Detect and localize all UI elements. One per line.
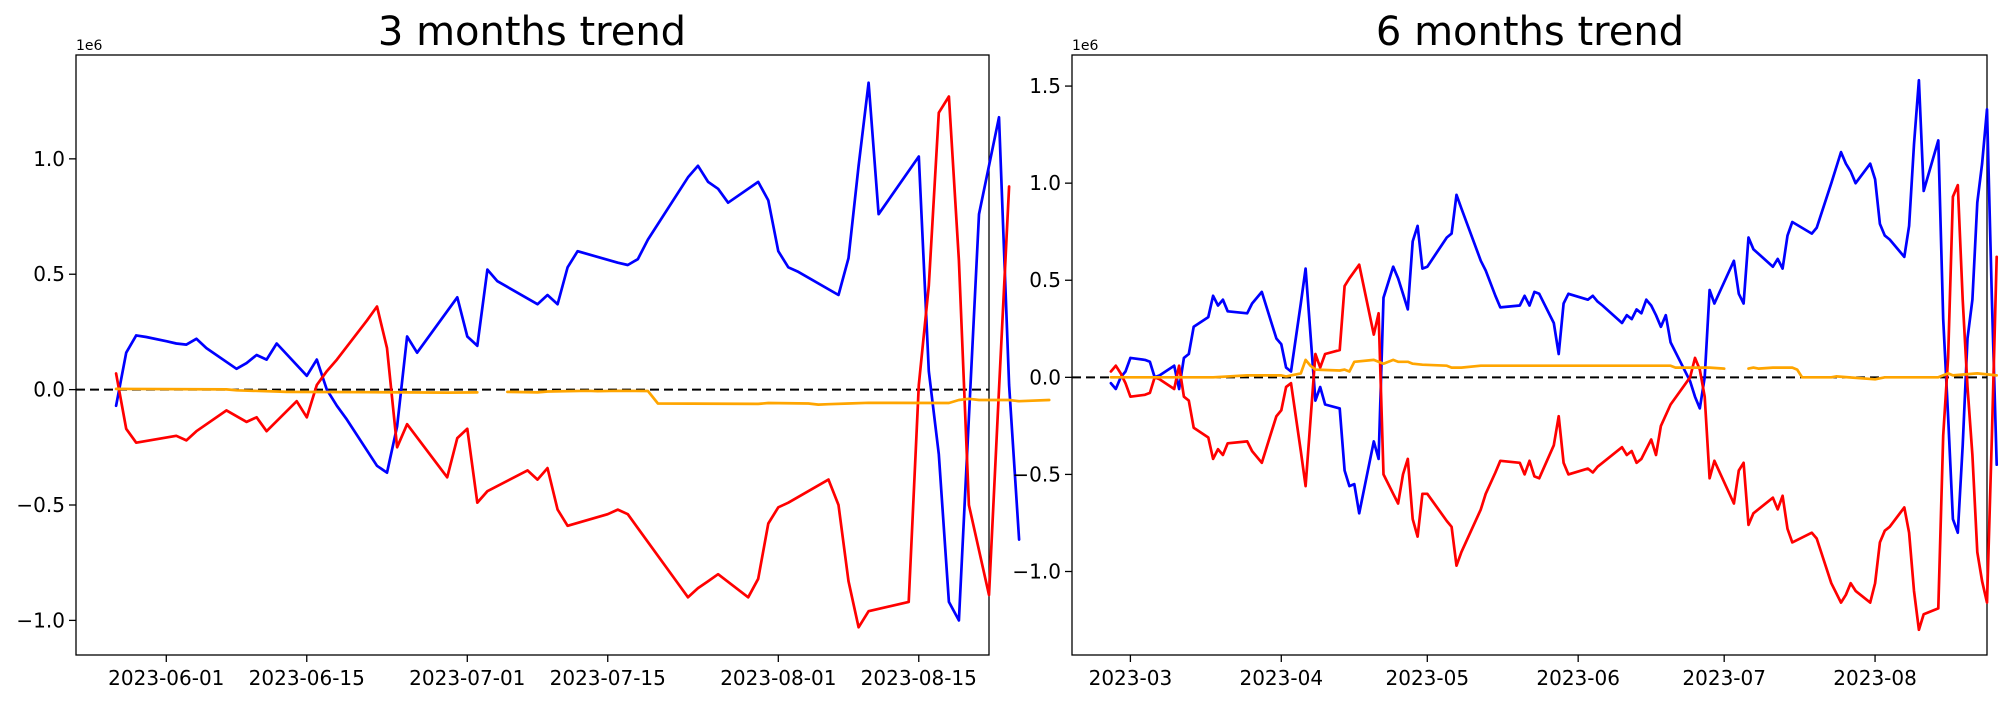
y-tick-label: 1.0 [33, 147, 65, 171]
axes: 1.5 1.0 0.5 0.0 −0.5 −1.0 2023-03 2023-04 2023-0… [1012, 74, 1916, 690]
y-tick-label: 0.5 [1029, 268, 1061, 292]
axes: 1.0 0.5 0.0 −0.5 −1.0 2023-06-01 2023-06-15 202… [16, 147, 976, 690]
x-tick-label: 2023-04 [1239, 666, 1323, 690]
y-tick-label: −0.5 [16, 493, 65, 517]
series-line-3 [114, 387, 1051, 406]
y-tick-label: 1.5 [1029, 74, 1061, 98]
series-line-1 [1109, 78, 1999, 535]
series-line-3 [1109, 358, 1999, 381]
y-tick-label: −1.0 [16, 608, 65, 632]
plot-area-frame [1071, 54, 1988, 656]
chart-panel-3-months: 3 months trend 1e6 1.0 0.5 0.0 −0.5 −1.0 2023… [16, 9, 1051, 690]
y-tick-label: 1.0 [1029, 171, 1061, 195]
y-tick-label: 0.5 [33, 262, 65, 286]
data-lines [1072, 78, 1999, 632]
series-line-2 [114, 95, 1011, 629]
y-tick-label: 0.0 [1029, 365, 1061, 389]
x-tick-label: 2023-06 [1536, 666, 1620, 690]
chart-panel-6-months: 6 months trend 1e6 1.5 1.0 0.5 0.0 −0.5 −1.0 2… [1012, 9, 1999, 690]
x-tick-label: 2023-08-15 [861, 666, 977, 690]
x-tick-label: 2023-08-01 [720, 666, 836, 690]
series-line-1 [114, 81, 1021, 622]
x-tick-label: 2023-03 [1089, 666, 1173, 690]
x-tick-label: 2023-07-15 [550, 666, 666, 690]
x-tick-label: 2023-08 [1833, 666, 1917, 690]
series-line-2 [1109, 183, 1999, 632]
chart-title: 3 months trend [378, 9, 686, 55]
plot-area-frame [75, 54, 990, 656]
y-axis-offset-label: 1e6 [76, 38, 103, 54]
y-axis-offset-label: 1e6 [1072, 38, 1099, 54]
y-tick-label: −0.5 [1012, 462, 1061, 486]
chart-title: 6 months trend [1376, 9, 1684, 55]
x-tick-label: 2023-06-15 [249, 666, 365, 690]
x-tick-label: 2023-07-01 [409, 666, 525, 690]
y-tick-label: 0.0 [33, 378, 65, 402]
data-lines [76, 81, 1051, 629]
y-tick-label: −1.0 [1012, 560, 1061, 584]
x-tick-label: 2023-07 [1682, 666, 1766, 690]
x-tick-label: 2023-05 [1386, 666, 1470, 690]
x-tick-label: 2023-06-01 [108, 666, 224, 690]
